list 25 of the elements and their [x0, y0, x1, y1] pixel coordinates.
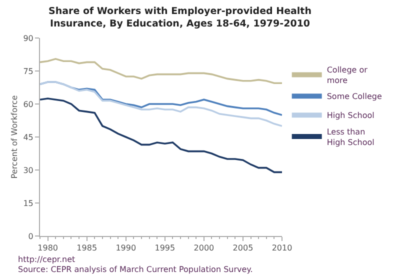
y-tick-label: 90: [23, 34, 34, 43]
line-series: [40, 98, 282, 174]
legend-label: College or more: [326, 66, 368, 86]
x-tick-label: 1985: [76, 244, 98, 253]
text: http://cepr.net: [18, 255, 76, 264]
legend-label: High School: [326, 111, 374, 120]
chart-title: Share of Workers with Employer-provided Health Insurance, By Education, Ages 18-64, 1979-2010: [48, 6, 312, 30]
legend-label: Some College: [326, 92, 382, 102]
x-tick-label: 1995: [154, 244, 176, 253]
x-tick-label: 2010: [272, 244, 292, 253]
x-tick-label: 1980: [38, 244, 58, 253]
y-tick-label: 15: [23, 198, 34, 208]
x-tick-label: 1990: [116, 244, 136, 253]
y-tick-label: 45: [23, 132, 34, 142]
y-tick-label: 0: [28, 232, 34, 241]
y-axis-title: Percent of Workforce: [10, 95, 19, 179]
legend-label: Less than High School: [326, 127, 374, 147]
y-tick-label: 75: [23, 66, 34, 76]
line-series: [40, 81, 282, 127]
y-tick-label: 60: [23, 100, 34, 109]
x-tick-label: 2000: [194, 244, 214, 253]
x-tick-label: 2005: [232, 244, 254, 253]
line-series: [40, 58, 282, 84]
source-note: Source: CEPR analysis of March Current Population Survey.: [18, 265, 253, 274]
y-tick-label: 30: [23, 166, 34, 175]
